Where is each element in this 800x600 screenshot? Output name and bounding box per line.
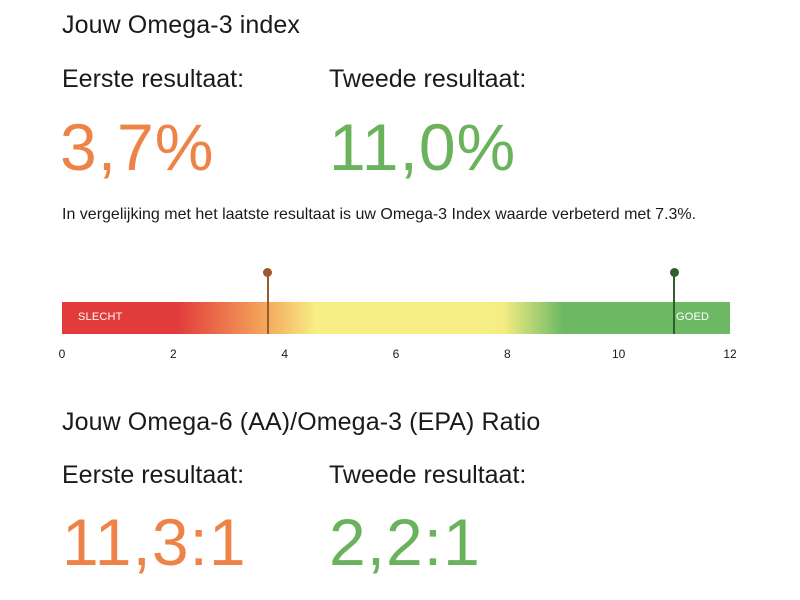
ratio-second-label: Tweede resultaat: xyxy=(329,461,527,489)
scale-tick-label: 6 xyxy=(392,347,400,361)
scale-tick-label: 12 xyxy=(723,347,737,361)
scale-gradient-bar xyxy=(62,302,730,334)
scale-high-label: GOED xyxy=(676,311,710,323)
first-result-marker xyxy=(266,272,269,334)
scale-tick-label: 8 xyxy=(503,347,511,361)
scale-tick-label: 10 xyxy=(611,347,626,361)
ratio-title: Jouw Omega-6 (AA)/Omega-3 (EPA) Ratio xyxy=(62,408,541,436)
second-result-marker-dot xyxy=(669,268,679,277)
omega3-second-value: 11,0% xyxy=(329,110,517,184)
scale-tick-label: 0 xyxy=(58,347,66,361)
ratio-second-value: 2,2:1 xyxy=(329,505,481,579)
comparison-text: In vergelijking met het laatste resultaa… xyxy=(62,206,697,223)
omega3-first-label: Eerste resultaat: xyxy=(62,65,245,93)
omega3-second-label: Tweede resultaat: xyxy=(329,65,527,93)
omega3-title: Jouw Omega-3 index xyxy=(62,11,301,39)
ratio-first-value: 11,3:1 xyxy=(62,505,247,579)
first-result-marker-dot xyxy=(263,268,273,277)
scale-low-label: SLECHT xyxy=(78,311,123,323)
omega3-scale: SLECHT GOED 0 2 4 6 8 10 12 xyxy=(58,266,737,366)
omega3-first-value: 3,7% xyxy=(60,110,215,184)
scale-tick-label: 4 xyxy=(281,347,288,361)
ratio-first-label: Eerste resultaat: xyxy=(62,461,245,489)
scale-tick-label: 2 xyxy=(169,347,177,361)
second-result-marker xyxy=(673,272,676,334)
